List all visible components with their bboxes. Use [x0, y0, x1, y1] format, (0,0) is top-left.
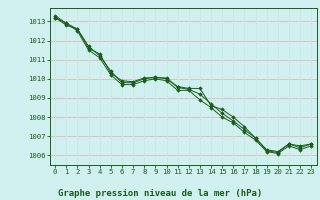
Text: Graphe pression niveau de la mer (hPa): Graphe pression niveau de la mer (hPa) — [58, 189, 262, 198]
